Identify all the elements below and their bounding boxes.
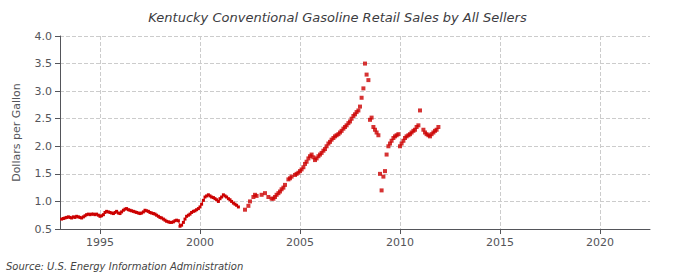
svg-text:1995: 1995 [86, 236, 114, 249]
svg-text:3.0: 3.0 [35, 85, 53, 98]
svg-text:3.5: 3.5 [35, 57, 53, 70]
svg-text:1.5: 1.5 [35, 167, 53, 180]
svg-text:2000: 2000 [186, 236, 214, 249]
svg-text:2005: 2005 [286, 236, 314, 249]
svg-text:1.0: 1.0 [35, 195, 53, 208]
svg-text:Source: U.S. Energy Informatio: Source: U.S. Energy Information Administ… [6, 261, 243, 272]
svg-text:Kentucky Conventional Gasoline: Kentucky Conventional Gasoline Retail Sa… [148, 10, 527, 25]
svg-text:4.0: 4.0 [35, 30, 53, 43]
svg-text:2.5: 2.5 [35, 112, 53, 125]
svg-text:2.0: 2.0 [35, 140, 53, 153]
svg-text:0.5: 0.5 [35, 223, 53, 236]
svg-text:Dollars per Gallon: Dollars per Gallon [10, 83, 23, 182]
svg-text:2020: 2020 [586, 236, 614, 249]
svg-text:2010: 2010 [386, 236, 414, 249]
svg-text:2015: 2015 [486, 236, 514, 249]
